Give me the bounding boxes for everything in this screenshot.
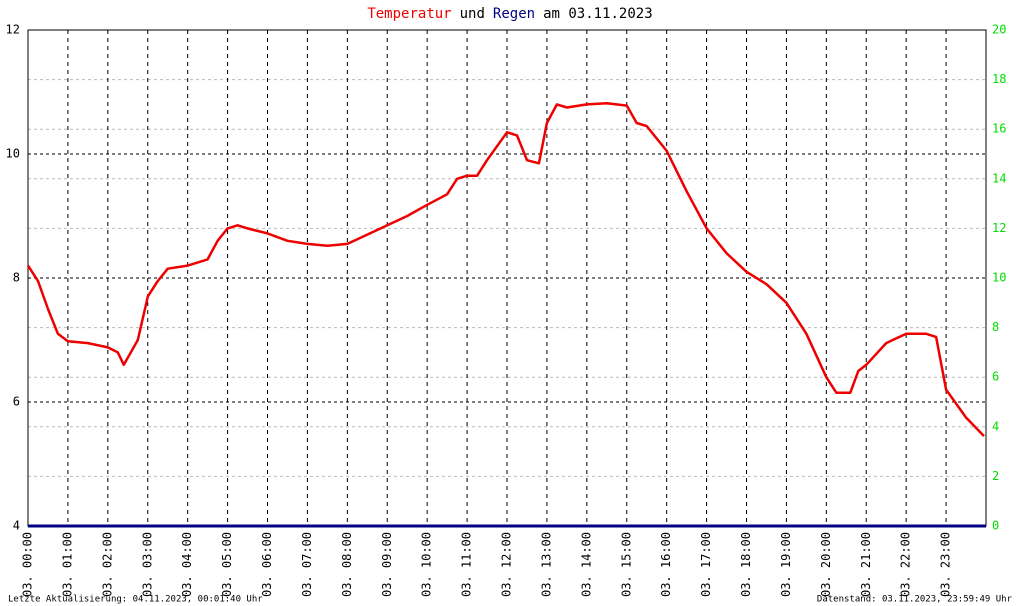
y2-tick-label: 14 [992,171,1006,185]
title-part: Regen [493,6,535,22]
y-tick-label: 12 [6,23,20,37]
y2-tick-label: 8 [992,320,999,334]
x-tick-label: 03. 10:00 [420,532,434,597]
chart-title: Temperatur und Regen am 03.11.2023 [367,6,652,22]
x-tick-label: 03. 05:00 [220,532,234,597]
title-part: und [460,6,485,22]
y-tick-label: 10 [6,147,20,161]
y2-tick-label: 20 [992,23,1006,37]
x-tick-label: 03. 20:00 [819,532,833,597]
x-tick-label: 03. 23:00 [939,532,953,597]
x-tick-label: 03. 16:00 [659,532,673,597]
y-tick-label: 6 [13,395,20,409]
x-tick-label: 03. 11:00 [460,532,474,597]
x-tick-label: 03. 14:00 [579,532,593,597]
x-tick-label: 03. 00:00 [21,532,35,597]
x-tick-label: 03. 06:00 [260,532,274,597]
series-line [26,101,985,437]
y2-tick-label: 16 [992,122,1006,136]
x-tick-label: 03. 01:00 [60,532,74,597]
x-tick-label: 03. 17:00 [699,532,713,597]
y2-tick-label: 18 [992,72,1006,86]
x-tick-label: 03. 09:00 [380,532,394,597]
title-part: am 03.11.2023 [543,6,653,22]
x-tick-label: 03. 08:00 [340,532,354,597]
y2-tick-label: 2 [992,469,999,483]
x-tick-label: 03. 07:00 [300,532,314,597]
x-tick-label: 03. 02:00 [100,532,114,597]
x-tick-label: 03. 15:00 [619,532,633,597]
y2-tick-label: 0 [992,519,999,533]
x-tick-label: 03. 12:00 [500,532,514,597]
x-tick-label: 03. 04:00 [180,532,194,597]
y2-tick-label: 10 [992,271,1006,285]
x-tick-label: 03. 13:00 [539,532,553,597]
x-tick-label: 03. 03:00 [140,532,154,597]
y-tick-label: 8 [13,271,20,285]
x-tick-label: 03. 19:00 [779,532,793,597]
y2-tick-label: 12 [992,221,1006,235]
x-tick-label: 03. 22:00 [899,532,913,597]
y2-tick-label: 4 [992,419,999,433]
footer-right: Datenstand: 03.11.2023, 23:59:49 Uhr [817,595,1013,605]
y2-tick-label: 6 [992,370,999,384]
x-tick-label: 03. 21:00 [859,532,873,597]
footer-left: Letzte Aktualisierung: 04.11.2023, 00:01… [8,595,263,605]
x-tick-label: 03. 18:00 [739,532,753,597]
title-part: Temperatur [367,6,451,22]
y-tick-label: 4 [13,519,20,533]
